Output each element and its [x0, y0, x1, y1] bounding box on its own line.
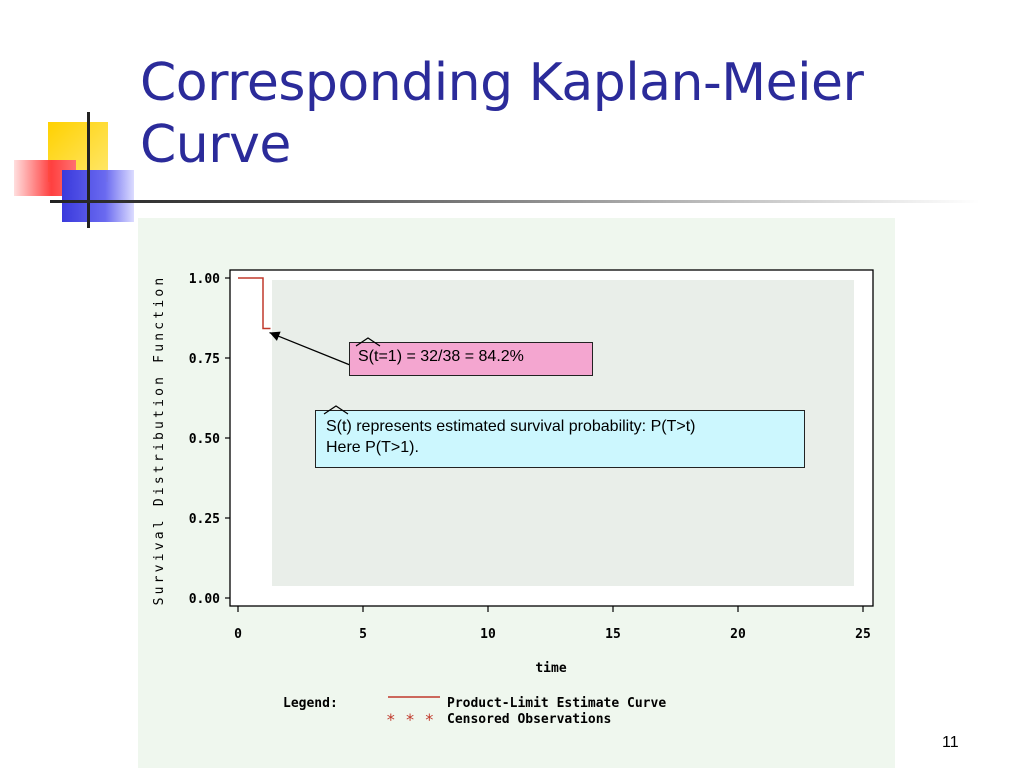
y-tick-label: 0.25	[189, 512, 220, 527]
slide-title-line2: Curve	[140, 115, 291, 175]
legend-censor-marker: * * *	[386, 710, 434, 729]
y-tick-label: 1.00	[189, 272, 220, 287]
annotation-arrowhead	[269, 331, 281, 341]
annotation-definition-symbol: S	[326, 418, 337, 435]
annotation-definition-box: S(t) represents estimated survival proba…	[315, 405, 805, 468]
x-tick-label: 15	[605, 627, 621, 642]
legend-label-curve: Product-Limit Estimate Curve	[447, 696, 666, 711]
slide-title: Corresponding Kaplan-Meier Curve	[140, 52, 1000, 176]
x-tick-label: 20	[730, 627, 746, 642]
decor-blue-square	[62, 170, 134, 222]
y-axis-label: Survival Distribution Function	[152, 275, 167, 606]
legend-title: Legend:	[283, 696, 338, 711]
annotation-s1-symbol: S	[358, 348, 369, 365]
x-tick-label: 25	[855, 627, 871, 642]
hat-icon	[323, 405, 349, 415]
hat-icon	[355, 337, 381, 347]
title-divider	[50, 200, 980, 203]
y-tick-label: 0.00	[189, 592, 220, 607]
annotation-arrow-line	[269, 331, 351, 366]
y-tick-label: 0.75	[189, 352, 220, 367]
annotation-s1-text: (t=1) = 32/38 = 84.2%	[368, 348, 524, 365]
x-tick-label: 5	[359, 627, 367, 642]
annotation-definition-text: (t) represents estimated survival probab…	[336, 418, 696, 435]
slide-title-line1: Corresponding Kaplan-Meier	[140, 53, 864, 113]
decor-vertical-line	[87, 112, 90, 228]
legend-label-censored: Censored Observations	[447, 712, 611, 727]
annotation-definition-line2: Here P(T>1).	[326, 439, 419, 456]
x-tick-label: 0	[234, 627, 242, 642]
x-tick-label: 10	[480, 627, 496, 642]
km-survival-curve	[238, 277, 271, 330]
annotation-s1-box: S(t=1) = 32/38 = 84.2%	[349, 337, 593, 376]
x-axis-label: time	[535, 661, 566, 676]
y-tick-label: 0.50	[189, 432, 220, 447]
slide-number: 11	[942, 734, 959, 751]
